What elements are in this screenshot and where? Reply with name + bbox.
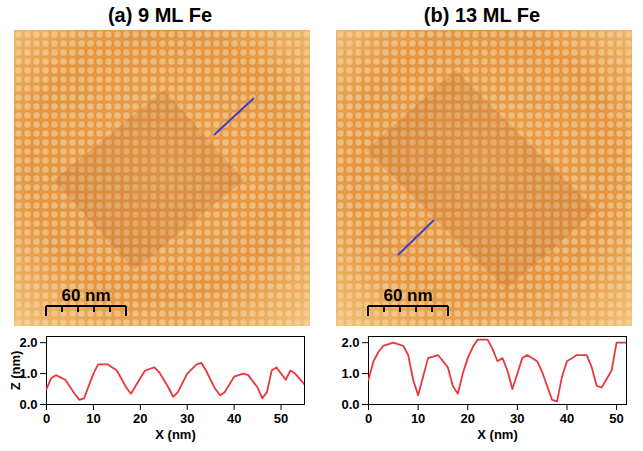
svg-text:20: 20 — [460, 411, 474, 426]
svg-text:40: 40 — [560, 411, 574, 426]
svg-text:Z (nm): Z (nm) — [8, 351, 23, 391]
svg-text:40: 40 — [227, 411, 241, 426]
svg-text:20: 20 — [133, 411, 147, 426]
svg-text:10: 10 — [86, 411, 100, 426]
svg-text:50: 50 — [609, 411, 623, 426]
svg-text:2.0: 2.0 — [19, 335, 37, 350]
svg-text:0: 0 — [43, 411, 50, 426]
svg-text:2.0: 2.0 — [341, 335, 359, 350]
svg-text:1.0: 1.0 — [19, 365, 38, 381]
svg-text:0.0: 0.0 — [19, 397, 37, 412]
svg-text:X (nm): X (nm) — [477, 427, 517, 442]
svg-text:30: 30 — [510, 411, 524, 426]
svg-text:60 nm: 60 nm — [383, 286, 432, 305]
svg-text:30: 30 — [180, 411, 194, 426]
svg-text:0.0: 0.0 — [341, 397, 359, 412]
html-text:(b) 13 ML Fe: (b) 13 ML Fe — [423, 4, 541, 26]
html-text:(a) 9 ML Fe: (a) 9 ML Fe — [108, 4, 212, 26]
svg-text:0: 0 — [365, 411, 372, 426]
svg-text:1.0: 1.0 — [341, 366, 359, 381]
svg-text:60 nm: 60 nm — [61, 286, 110, 305]
svg-text:50: 50 — [274, 411, 288, 426]
svg-text:X (nm): X (nm) — [155, 427, 195, 442]
svg-text:10: 10 — [411, 411, 425, 426]
